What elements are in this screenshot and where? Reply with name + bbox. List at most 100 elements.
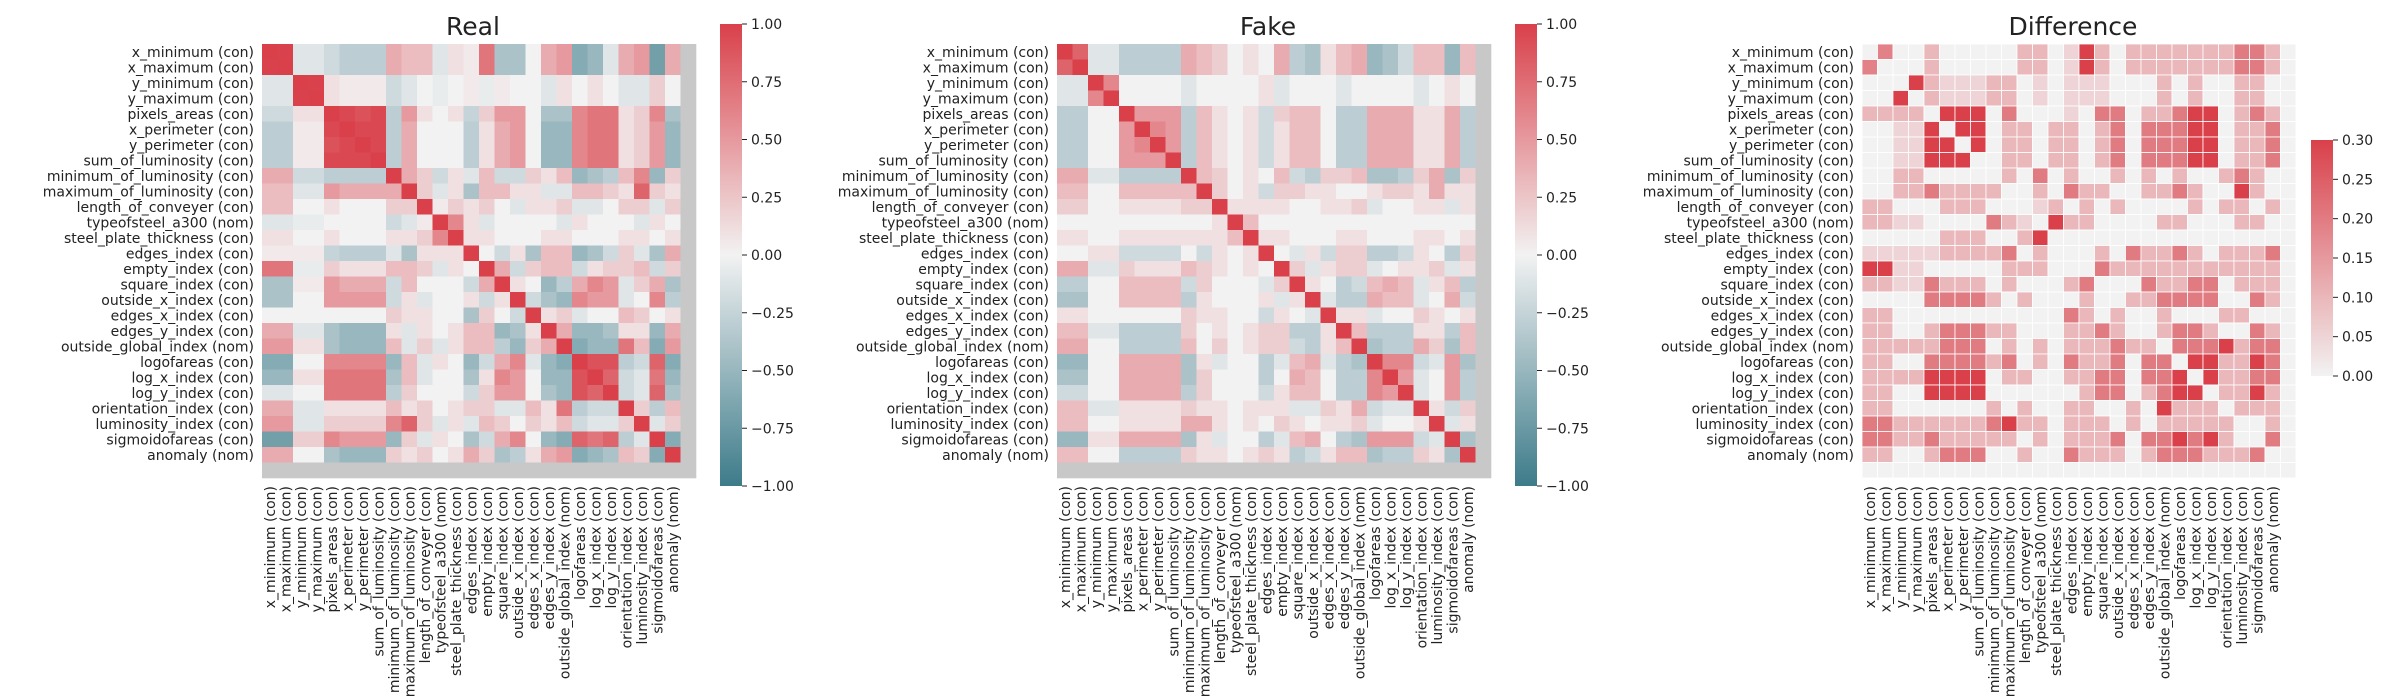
heatmap-cell [2233,167,2250,184]
heatmap-cell [1444,152,1461,169]
heatmap-cell [556,385,573,401]
heatmap-cell [1119,276,1135,293]
heatmap-cell [1227,168,1244,184]
heatmap-cell [401,431,418,448]
heatmap-cell [603,44,619,60]
heatmap-cell [2032,322,2049,339]
heatmap-cell [479,431,495,448]
heatmap-cell [603,199,619,215]
heatmap-cell [1181,292,1197,308]
heatmap-cell [293,462,309,479]
heatmap-cell [510,183,526,200]
heatmap-cell [1134,416,1151,432]
heatmap-cell [401,106,418,122]
heatmap-cell [603,400,619,417]
heatmap-cell [324,400,340,417]
heatmap-cell [2171,307,2188,324]
y-tick-label-logofareas-con: logofareas (con) [140,355,254,371]
heatmap-cell [308,431,325,448]
heatmap-cell [680,121,697,138]
heatmap-cell [1475,462,1492,479]
heatmap-cell [1351,431,1368,448]
heatmap-cell [1274,44,1290,60]
heatmap-cell [1954,74,1971,91]
heatmap-cell [293,230,309,246]
heatmap-cell [1243,416,1259,432]
heatmap-cell [556,431,573,448]
y-tick-label-sum-of-luminosity-con: sum_of_luminosity (con) [1684,153,1855,169]
heatmap-cell [417,338,433,355]
heatmap-cell [618,44,635,60]
heatmap-cell [1351,338,1368,355]
heatmap-cell [2218,245,2235,262]
heatmap-cell [2280,90,2297,107]
heatmap-cell [2187,90,2204,107]
colorbar-fake: 1.000.750.500.250.00−0.25−0.50−0.75−1.00 [1515,17,1589,495]
x-tick-label-logofareas-con: logofareas (con) [2173,486,2189,600]
heatmap-cell [587,152,604,169]
heatmap-cell [324,168,340,184]
heatmap-cell [1908,369,1925,386]
heatmap-cell [432,369,449,386]
heatmap-cell [355,106,371,122]
heatmap-cell [2171,214,2188,231]
heatmap-cell [1072,261,1089,277]
heatmap-cell [401,338,418,355]
heatmap-cell [2063,369,2080,386]
heatmap-cell [2233,276,2250,293]
heatmap-cell [2001,446,2018,463]
heatmap-cell [2233,307,2250,324]
heatmap-cell [2094,291,2111,308]
heatmap-cell [2032,198,2049,215]
y-tick-label-y-minimum-con: y_minimum (con) [1732,76,1854,92]
heatmap-cell [308,214,325,231]
heatmap-cell [2187,229,2204,246]
x-tick-label-empty-index-con: empty_index (con) [2080,486,2096,617]
heatmap-cell [432,199,449,215]
heatmap-cell [2202,136,2219,153]
heatmap-cell [1908,384,1925,401]
heatmap-cell [277,183,294,200]
heatmap-cell [587,121,604,138]
heatmap-cell [2233,369,2250,386]
y-tick-label-edges-index-con: edges_index (con) [126,246,254,262]
heatmap-cell [2187,260,2204,277]
heatmap-cell [1150,416,1166,432]
colorbar-tick-label: −0.25 [1546,306,1589,322]
heatmap-cell [1119,121,1135,138]
heatmap-cell [1150,199,1166,215]
heatmap-cell [1057,338,1073,355]
heatmap-cell [494,354,511,370]
heatmap-cell [463,168,480,184]
heatmap-cell [1367,168,1383,184]
heatmap-cell [1460,137,1476,153]
heatmap-cell [2063,105,2080,122]
x-tick-label-y-maximum-con: y_maximum (con) [1104,486,1120,612]
heatmap-cell [1413,245,1430,262]
heatmap-cell [2078,167,2095,184]
heatmap-cell [308,75,325,91]
heatmap-cell [525,369,542,386]
heatmap-cell [370,75,387,91]
heatmap-cell [572,168,588,184]
x-tick-label-y-minimum-con: y_minimum (con) [1089,486,1105,608]
heatmap-cell [448,152,464,169]
y-tick-label-edges-index-con: edges_index (con) [1726,246,1854,262]
heatmap-cell [262,121,278,138]
heatmap-cell [1150,338,1166,355]
heatmap-cell [2094,136,2111,153]
heatmap-cell [1150,400,1166,417]
heatmap-cell [308,245,325,262]
heatmap-cell [1429,292,1445,308]
heatmap-cell [1227,385,1244,401]
heatmap-cell [510,385,526,401]
heatmap-cell [1970,260,1987,277]
heatmap-cell [2094,43,2111,60]
heatmap-cell [618,137,635,153]
heatmap-cell [1970,105,1987,122]
heatmap-cell [339,261,356,277]
heatmap-cell [1908,307,1925,324]
heatmap-cell [1227,137,1244,153]
heatmap-cell [417,137,433,153]
